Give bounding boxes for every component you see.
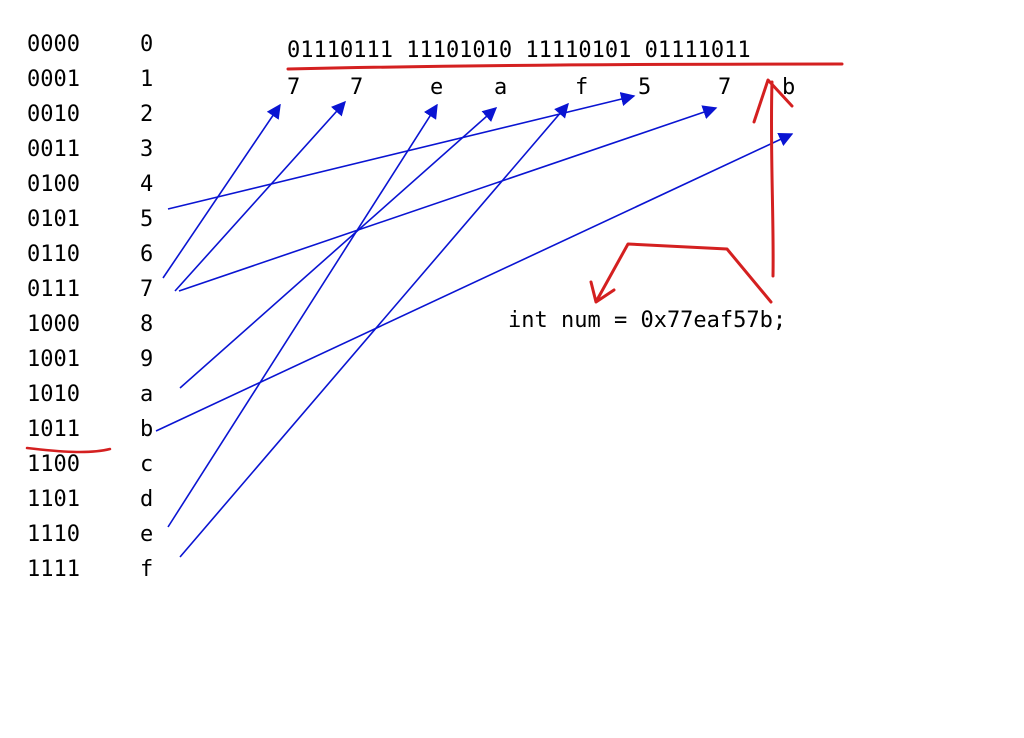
mapping-arrow: [178, 105, 718, 292]
hex-value: c: [140, 452, 154, 477]
hex-value: 0: [140, 32, 154, 57]
hex-digit: e: [430, 75, 444, 100]
hex-value: 7: [140, 277, 154, 302]
red-bracket-arrowhead: [589, 280, 616, 304]
binary-nibble: 1001: [27, 347, 80, 372]
hex-value: 5: [140, 207, 154, 232]
hex-digit: f: [575, 75, 589, 100]
binary-nibble: 1111: [27, 557, 80, 582]
hex-value: e: [140, 522, 154, 547]
red-up-arrow: [769, 80, 775, 278]
mapping-arrow: [174, 100, 346, 292]
hex-value: a: [140, 382, 154, 407]
mapping-arrow: [155, 132, 794, 432]
binary-underline: [286, 62, 844, 71]
hex-value: 3: [140, 137, 154, 162]
mapping-arrow: [167, 103, 438, 528]
hex-value: 2: [140, 102, 154, 127]
mapping-arrow: [179, 107, 498, 389]
binary-nibble: 1010: [27, 382, 80, 407]
hex-value: 1: [140, 67, 154, 92]
binary-nibble: 1110: [27, 522, 80, 547]
red-bracket-arrow: [595, 242, 773, 304]
hex-digit: 7: [350, 75, 364, 100]
binary-nibble: 0110: [27, 242, 80, 267]
hex-digit: a: [494, 75, 508, 100]
binary-number: 01110111 11101010 11110101 01111011: [287, 38, 751, 63]
hex-value: 8: [140, 312, 154, 337]
binary-nibble: 1101: [27, 487, 80, 512]
binary-nibble: 0010: [27, 102, 80, 127]
mapping-arrow: [162, 103, 281, 279]
binary-nibble: 1011: [27, 417, 80, 442]
binary-nibble: 0100: [27, 172, 80, 197]
binary-nibble: 1000: [27, 312, 80, 337]
mapping-arrow: [167, 92, 636, 210]
hex-digit: 7: [718, 75, 732, 100]
binary-nibble: 0000: [27, 32, 80, 57]
hex-value: 4: [140, 172, 154, 197]
binary-nibble: 1100: [27, 452, 80, 477]
hex-value: 6: [140, 242, 154, 267]
binary-nibble: 0111: [27, 277, 80, 302]
code-line: int num = 0x77eaf57b;: [508, 308, 787, 333]
hex-digit: b: [782, 75, 796, 100]
binary-nibble: 0101: [27, 207, 80, 232]
hex-value: d: [140, 487, 154, 512]
hex-digit: 7: [287, 75, 301, 100]
hex-value: f: [140, 557, 154, 582]
hex-value: 9: [140, 347, 154, 372]
binary-nibble: 0011: [27, 137, 80, 162]
hex-value: b: [140, 417, 154, 442]
hex-digit: 5: [638, 75, 652, 100]
binary-nibble: 0001: [27, 67, 80, 92]
